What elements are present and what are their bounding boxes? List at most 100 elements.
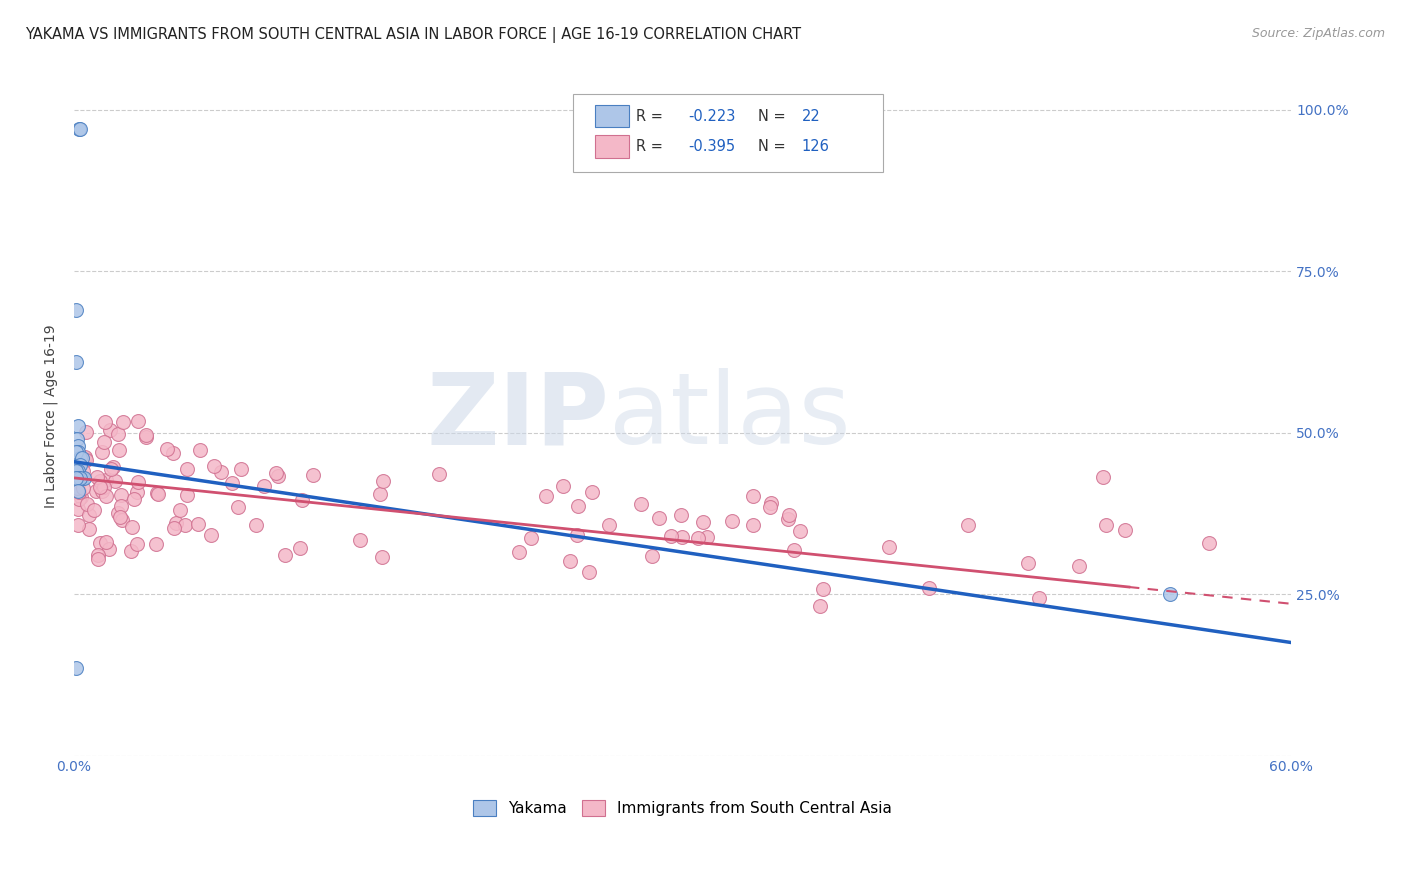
Point xyxy=(692,515,714,529)
Point xyxy=(288,541,311,556)
Point xyxy=(520,531,543,545)
Point xyxy=(127,414,149,428)
Text: R =: R = xyxy=(636,109,668,124)
Text: 126: 126 xyxy=(801,139,830,154)
Point xyxy=(70,451,93,466)
Point xyxy=(70,471,93,485)
Point xyxy=(75,450,97,464)
Point xyxy=(598,518,620,533)
Point xyxy=(176,488,198,502)
Point xyxy=(558,554,581,568)
Point xyxy=(65,661,87,675)
Point xyxy=(879,540,901,554)
Point xyxy=(671,531,693,545)
Point xyxy=(125,537,148,551)
Point xyxy=(648,510,671,524)
Point xyxy=(174,517,197,532)
Point xyxy=(630,497,652,511)
Point xyxy=(1094,517,1116,532)
Point xyxy=(918,581,941,595)
Bar xyxy=(595,105,628,128)
Point xyxy=(86,470,108,484)
Point xyxy=(578,565,600,579)
Point xyxy=(104,474,127,488)
Point xyxy=(226,500,249,515)
Point xyxy=(264,466,287,480)
Text: N =: N = xyxy=(758,139,790,154)
Point xyxy=(65,445,87,459)
Point xyxy=(188,442,211,457)
Point xyxy=(65,471,87,485)
Text: N =: N = xyxy=(758,109,790,124)
Point xyxy=(96,489,118,503)
Point xyxy=(65,481,87,495)
Point xyxy=(94,415,117,429)
Point xyxy=(69,122,91,136)
Text: Source: ZipAtlas.com: Source: ZipAtlas.com xyxy=(1251,27,1385,40)
Point xyxy=(1017,556,1039,570)
Legend: Yakama, Immigrants from South Central Asia: Yakama, Immigrants from South Central As… xyxy=(467,794,898,822)
Point xyxy=(349,533,371,547)
Point xyxy=(72,481,94,495)
Point xyxy=(742,489,765,503)
Point xyxy=(73,471,96,485)
Point xyxy=(66,439,89,453)
Point xyxy=(267,469,290,483)
Point xyxy=(783,543,806,558)
Point xyxy=(66,471,89,485)
Point xyxy=(165,516,187,530)
Point xyxy=(108,510,131,524)
Point xyxy=(90,483,112,498)
Point xyxy=(66,464,89,478)
Point xyxy=(371,474,394,488)
Point xyxy=(67,502,90,516)
Text: R =: R = xyxy=(636,139,668,154)
Point xyxy=(956,518,979,533)
Point xyxy=(122,491,145,506)
Point xyxy=(107,506,129,520)
Point xyxy=(72,465,94,479)
Point xyxy=(176,462,198,476)
Point xyxy=(110,488,132,502)
Point xyxy=(75,453,97,467)
Point xyxy=(1114,523,1136,537)
Point xyxy=(121,520,143,534)
Point xyxy=(89,474,111,488)
Point xyxy=(108,442,131,457)
Point xyxy=(209,465,232,479)
Point xyxy=(120,544,142,558)
Point xyxy=(301,467,323,482)
Point xyxy=(659,529,682,543)
Point xyxy=(721,515,744,529)
Text: ZIP: ZIP xyxy=(426,368,609,465)
Point xyxy=(66,517,89,532)
Point xyxy=(66,432,89,446)
Point xyxy=(93,480,115,494)
Point xyxy=(93,434,115,449)
Point xyxy=(202,458,225,473)
Point xyxy=(66,483,89,498)
Point xyxy=(69,458,91,472)
Point xyxy=(686,532,709,546)
Point xyxy=(581,485,603,500)
Point xyxy=(508,545,530,559)
Point xyxy=(67,492,90,507)
Point xyxy=(146,487,169,501)
Point xyxy=(98,541,121,556)
Point xyxy=(84,483,107,498)
Point xyxy=(65,464,87,478)
Point xyxy=(696,530,718,544)
Point xyxy=(156,442,179,457)
Point xyxy=(98,423,121,437)
Point xyxy=(163,521,186,535)
Point xyxy=(65,354,87,368)
Point xyxy=(291,492,314,507)
Point xyxy=(70,490,93,504)
Text: -0.395: -0.395 xyxy=(689,139,735,154)
Point xyxy=(758,500,780,515)
Point xyxy=(89,536,111,550)
Point xyxy=(94,473,117,487)
Point xyxy=(200,528,222,542)
Bar xyxy=(595,136,628,158)
Text: YAKAMA VS IMMIGRANTS FROM SOUTH CENTRAL ASIA IN LABOR FORCE | AGE 16-19 CORRELAT: YAKAMA VS IMMIGRANTS FROM SOUTH CENTRAL … xyxy=(25,27,801,43)
